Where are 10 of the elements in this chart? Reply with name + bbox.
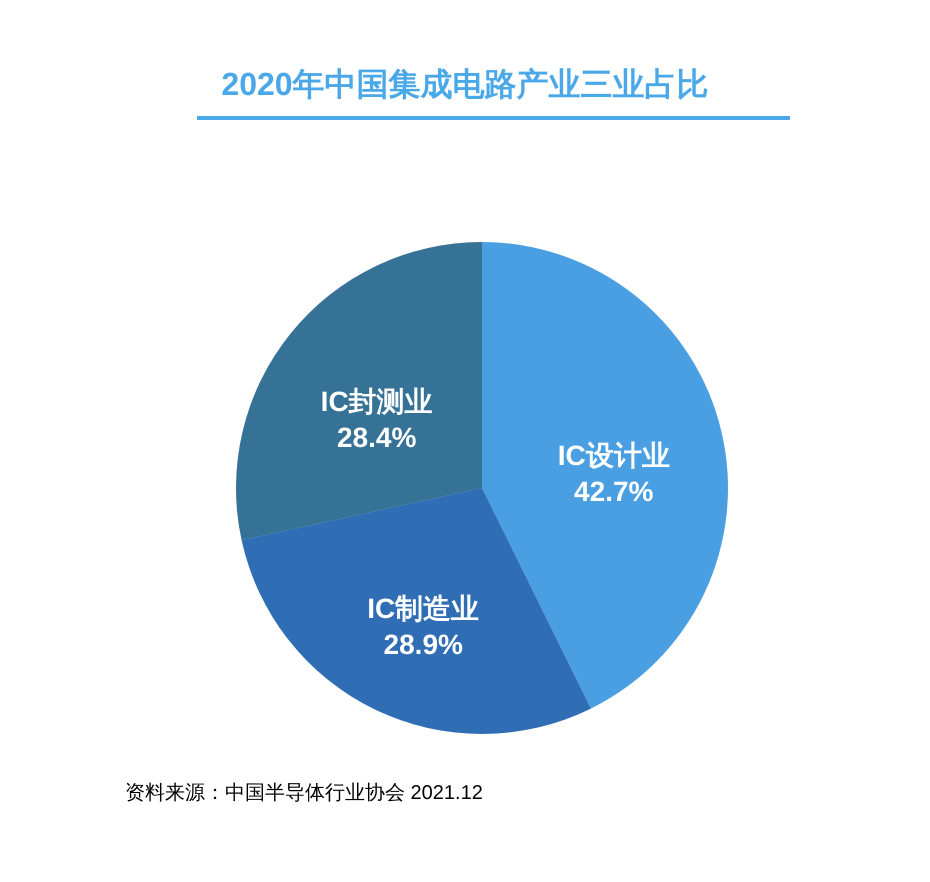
chart-title: 2020年中国集成电路产业三业占比 xyxy=(221,66,709,102)
data-label: 42.7% xyxy=(574,476,654,508)
data-label: 28.4% xyxy=(336,422,416,454)
text: 资料来源：中国半导体行业协会 2021.12 xyxy=(125,782,483,804)
pie-slice xyxy=(236,242,482,540)
slice-label: IC封测业 xyxy=(320,386,433,418)
pie-slice xyxy=(482,242,728,709)
slice-label: IC设计业 xyxy=(558,440,670,472)
data-label: 28.9% xyxy=(384,628,464,660)
slice-label: IC制造业 xyxy=(367,592,480,624)
